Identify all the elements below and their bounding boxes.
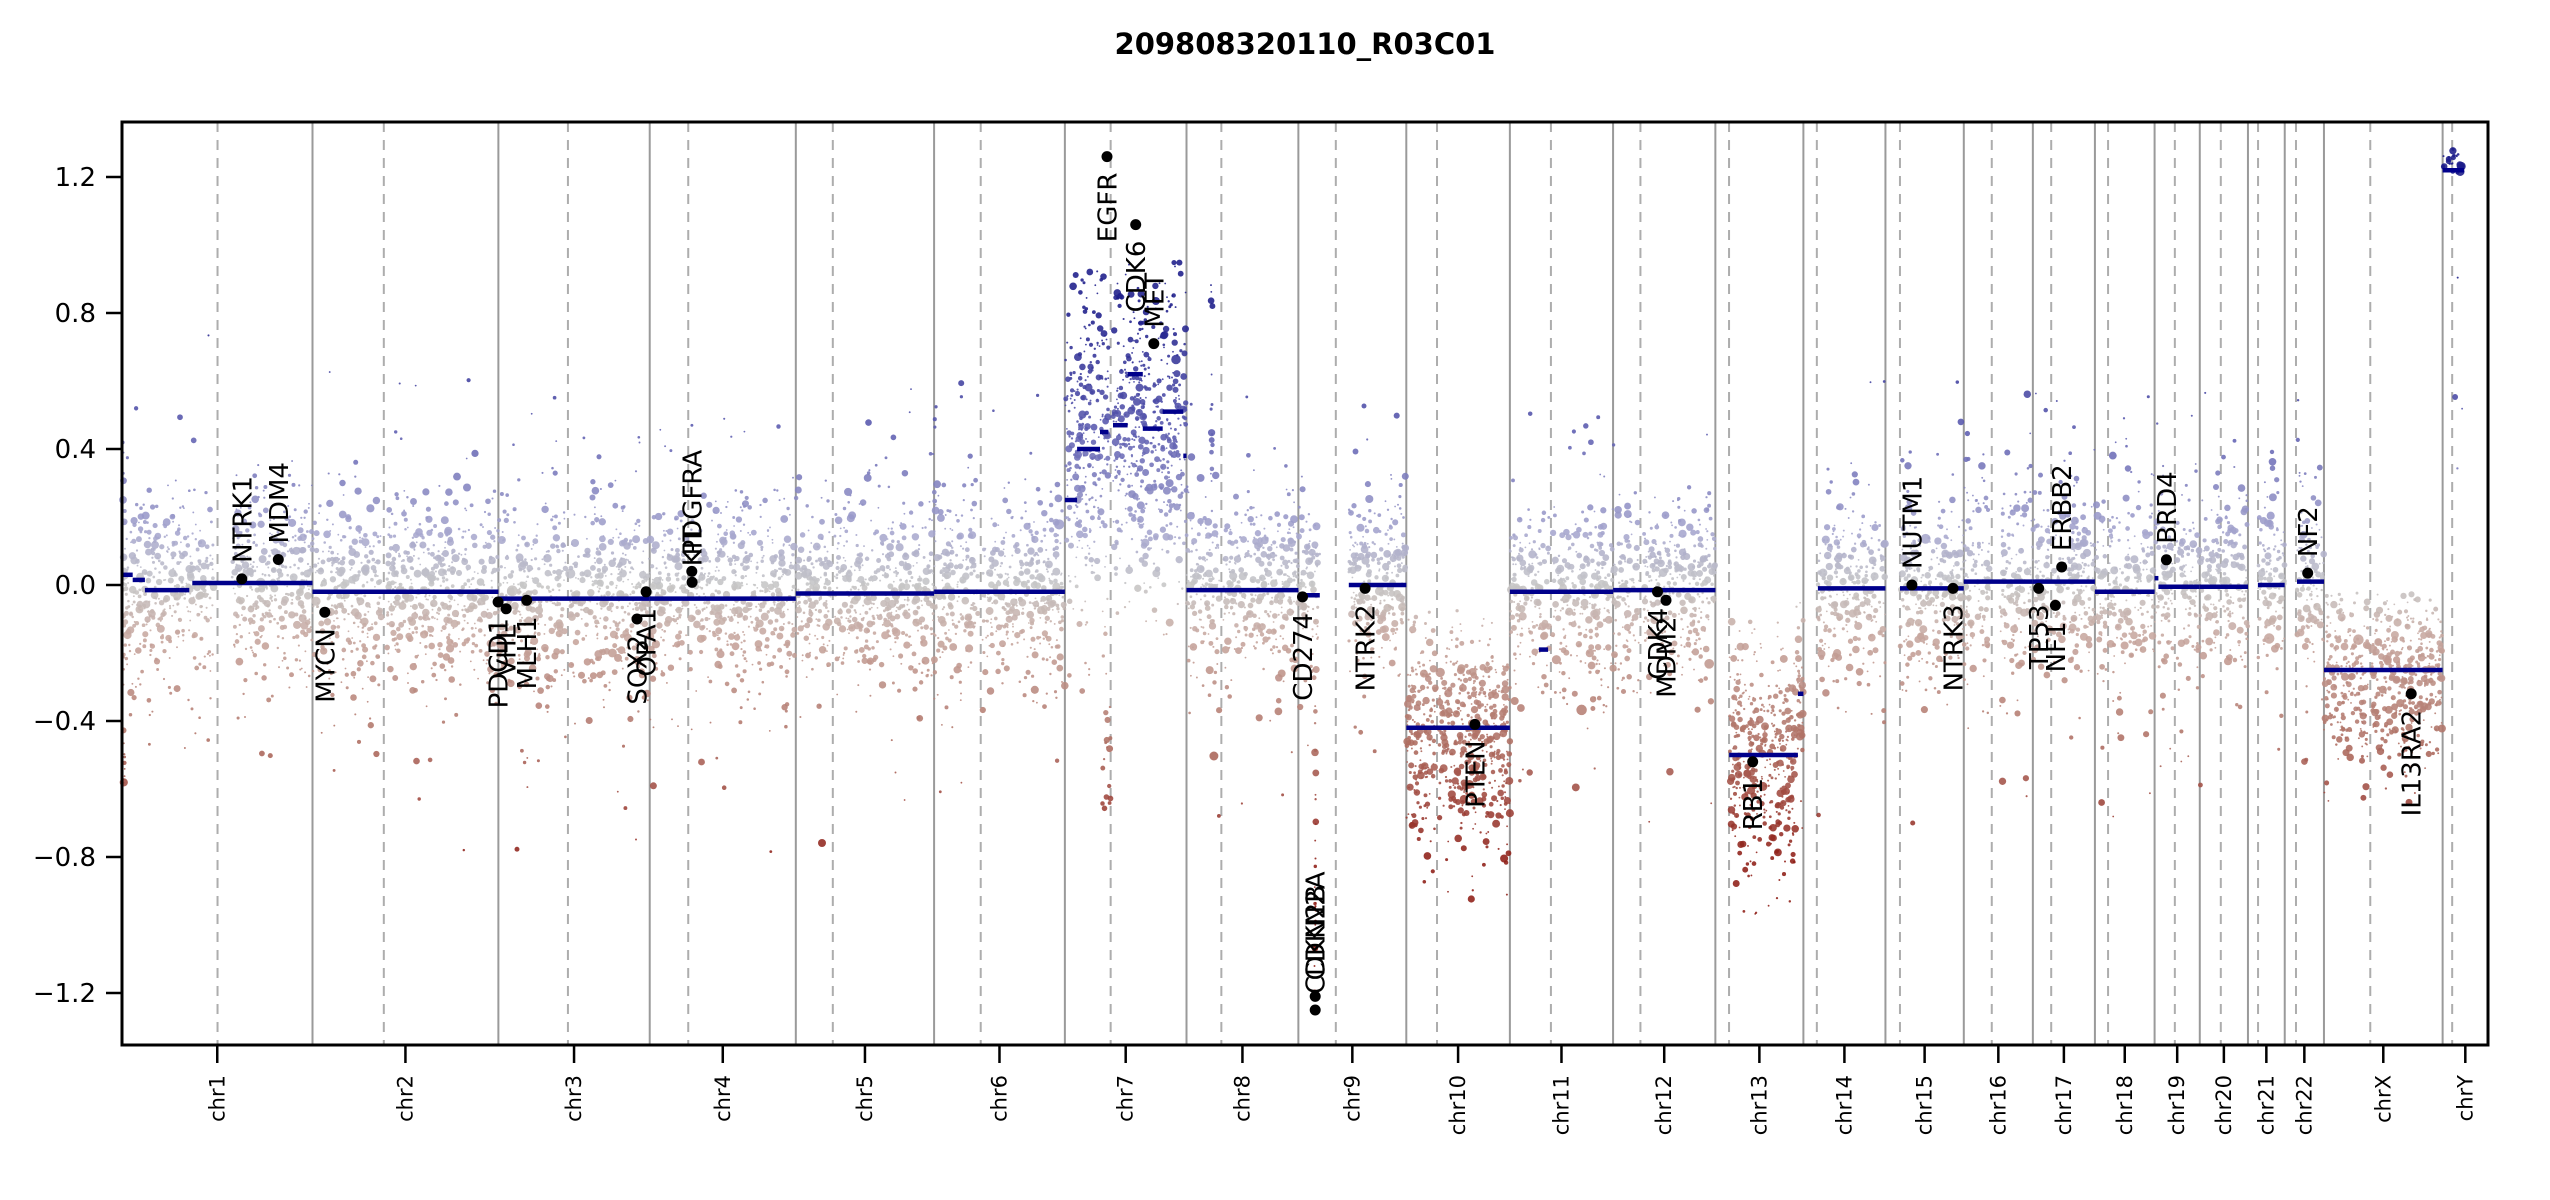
gene-dot-NTRK1: [236, 573, 248, 585]
gene-dot-NF2: [2302, 567, 2314, 579]
plot-frame: [120, 120, 2490, 1047]
x-tick-label-chr4: chr4: [711, 1075, 735, 1122]
x-tick-label-chrX: chrX: [2371, 1075, 2395, 1123]
gene-label-KIT: KIT: [679, 526, 709, 567]
gene-dot-NF1: [2049, 599, 2061, 611]
gene-dot-CDK4: [1652, 586, 1663, 598]
gene-label-MET: MET: [1140, 273, 1170, 328]
x-tick-label-chr10: chr10: [1446, 1075, 1470, 1135]
gene-dot-MDM2: [1660, 594, 1672, 606]
x-tick-label-chr17: chr17: [2052, 1075, 2076, 1135]
gene-dot-PDGFRA: [686, 565, 698, 577]
x-tick-label-chr21: chr21: [2254, 1075, 2278, 1135]
gene-dot-RB1: [1747, 756, 1759, 768]
x-tick-label-chr19: chr19: [2165, 1075, 2189, 1135]
gene-label-VHL: VHL: [493, 624, 523, 676]
gene-dot-CDKN2B: [1309, 1004, 1321, 1016]
gene-label-PDCD1: PDCD1: [485, 618, 515, 708]
axes: 1.2 0.8 0.4 0.0 −0.4 −0.8 −1.2 chr1 chr2 chr3 chr4…: [33, 163, 2477, 1135]
gene-dot-NTRK2: [1359, 582, 1371, 594]
gene-dot-CD274: [1297, 591, 1308, 603]
y-tick-label-0.0: 0.0: [55, 571, 96, 601]
gene-dot-MDM4: [272, 554, 284, 565]
y-tick-label-0.8: 0.8: [55, 299, 96, 329]
gene-dot-SOX2: [631, 613, 643, 625]
x-tick-label-chr9: chr9: [1340, 1075, 1364, 1122]
x-tick-label-chr22: chr22: [2292, 1075, 2316, 1135]
x-tick-label-chr7: chr7: [1114, 1075, 1138, 1122]
gene-label-OPA1: OPA1: [633, 608, 663, 677]
gene-dot-KIT: [686, 576, 698, 588]
gene-dot-NTRK3: [1947, 582, 1959, 594]
gene-dot-VHL: [500, 603, 512, 615]
centromere-dashed-lines: [216, 122, 2454, 1045]
x-tick-label-chr18: chr18: [2113, 1075, 2137, 1135]
gene-label-EGFR: EGFR: [1094, 173, 1124, 243]
gene-label-CDKN2A: CDKN2A: [1302, 871, 1332, 980]
gene-label-CDK4: CDK4: [1644, 608, 1674, 680]
gene-label-CDK6: CDK6: [1122, 241, 1152, 313]
x-tick-label-chr5: chr5: [853, 1075, 877, 1122]
gene-dot-OPA1: [640, 586, 652, 598]
gene-label-MDM4: MDM4: [265, 462, 295, 543]
gene-label-MLH1: MLH1: [513, 616, 543, 689]
y-tick-label-−0.8: −0.8: [33, 843, 96, 873]
x-tick-label-chr20: chr20: [2212, 1075, 2236, 1135]
y-tick-label-0.4: 0.4: [55, 435, 96, 465]
scatter-points: [119, 147, 2466, 996]
gene-label-NF2: NF2: [2294, 506, 2324, 557]
gene-label-NUTM1: NUTM1: [1898, 476, 1928, 569]
y-tick-label-−0.4: −0.4: [33, 707, 96, 737]
gene-label-MYCN: MYCN: [311, 628, 341, 703]
x-tick-label-chr12: chr12: [1652, 1075, 1676, 1135]
x-tick-label-chrY: chrY: [2453, 1075, 2477, 1121]
gene-dot-IL13RA2: [2405, 688, 2417, 700]
x-tick-label-chr3: chr3: [562, 1075, 586, 1122]
plot-title: 209808320110_R03C01: [1115, 27, 1496, 61]
x-tick-label-chr6: chr6: [988, 1075, 1012, 1122]
gene-dot-NUTM1: [1906, 579, 1918, 591]
gene-dot-CDK6: [1130, 219, 1142, 231]
x-tick-label-chr16: chr16: [1986, 1075, 2010, 1135]
gene-dot-PTEN: [1469, 718, 1481, 730]
x-tick-label-chr11: chr11: [1550, 1075, 1574, 1135]
gene-dot-MET: [1148, 338, 1160, 350]
y-tick-label-−1.2: −1.2: [33, 979, 96, 1009]
gene-label-NTRK2: NTRK2: [1352, 604, 1382, 691]
gene-label-PDGFRA: PDGFRA: [678, 450, 708, 556]
x-tick-label-chr1: chr1: [205, 1075, 229, 1122]
gene-label-NF1: NF1: [2042, 621, 2072, 672]
gene-label-NTRK1: NTRK1: [228, 476, 258, 563]
x-tick-label-chr13: chr13: [1747, 1075, 1771, 1135]
x-tick-label-chr15: chr15: [1913, 1075, 1937, 1135]
gene-dot-TP53: [2033, 582, 2045, 594]
gene-label-CDKN2B: CDKN2B: [1302, 885, 1332, 994]
gene-dot-ERBB2: [2056, 561, 2068, 573]
gene-dot-PDCD1: [492, 596, 504, 608]
gene-dot-CDKN2A: [1309, 990, 1321, 1002]
x-tick-label-chr14: chr14: [1832, 1075, 1856, 1135]
y-tick-label-1.2: 1.2: [55, 163, 96, 193]
gene-dot-EGFR: [1101, 151, 1113, 163]
gene-dot-MYCN: [319, 606, 331, 618]
gene-dot-BRD4: [2160, 554, 2172, 566]
gene-label-BRD4: BRD4: [2153, 471, 2183, 543]
x-tick-label-chr2: chr2: [393, 1075, 417, 1122]
gene-dot-MLH1: [521, 594, 533, 606]
gene-label-RB1: RB1: [1739, 778, 1769, 830]
gene-label-IL13RA2: IL13RA2: [2398, 710, 2428, 817]
gene-label-PTEN: PTEN: [1461, 740, 1491, 807]
gene-label-MDM2: MDM2: [1653, 616, 1683, 697]
gene-label-SOX2: SOX2: [624, 635, 654, 705]
gene-label-NTRK3: NTRK3: [1940, 604, 1970, 691]
gene-label-CD274: CD274: [1289, 613, 1319, 701]
gene-label-TP53: TP53: [2025, 604, 2055, 670]
x-tick-label-chr8: chr8: [1230, 1075, 1254, 1122]
gene-label-ERBB2: ERBB2: [2048, 464, 2078, 551]
